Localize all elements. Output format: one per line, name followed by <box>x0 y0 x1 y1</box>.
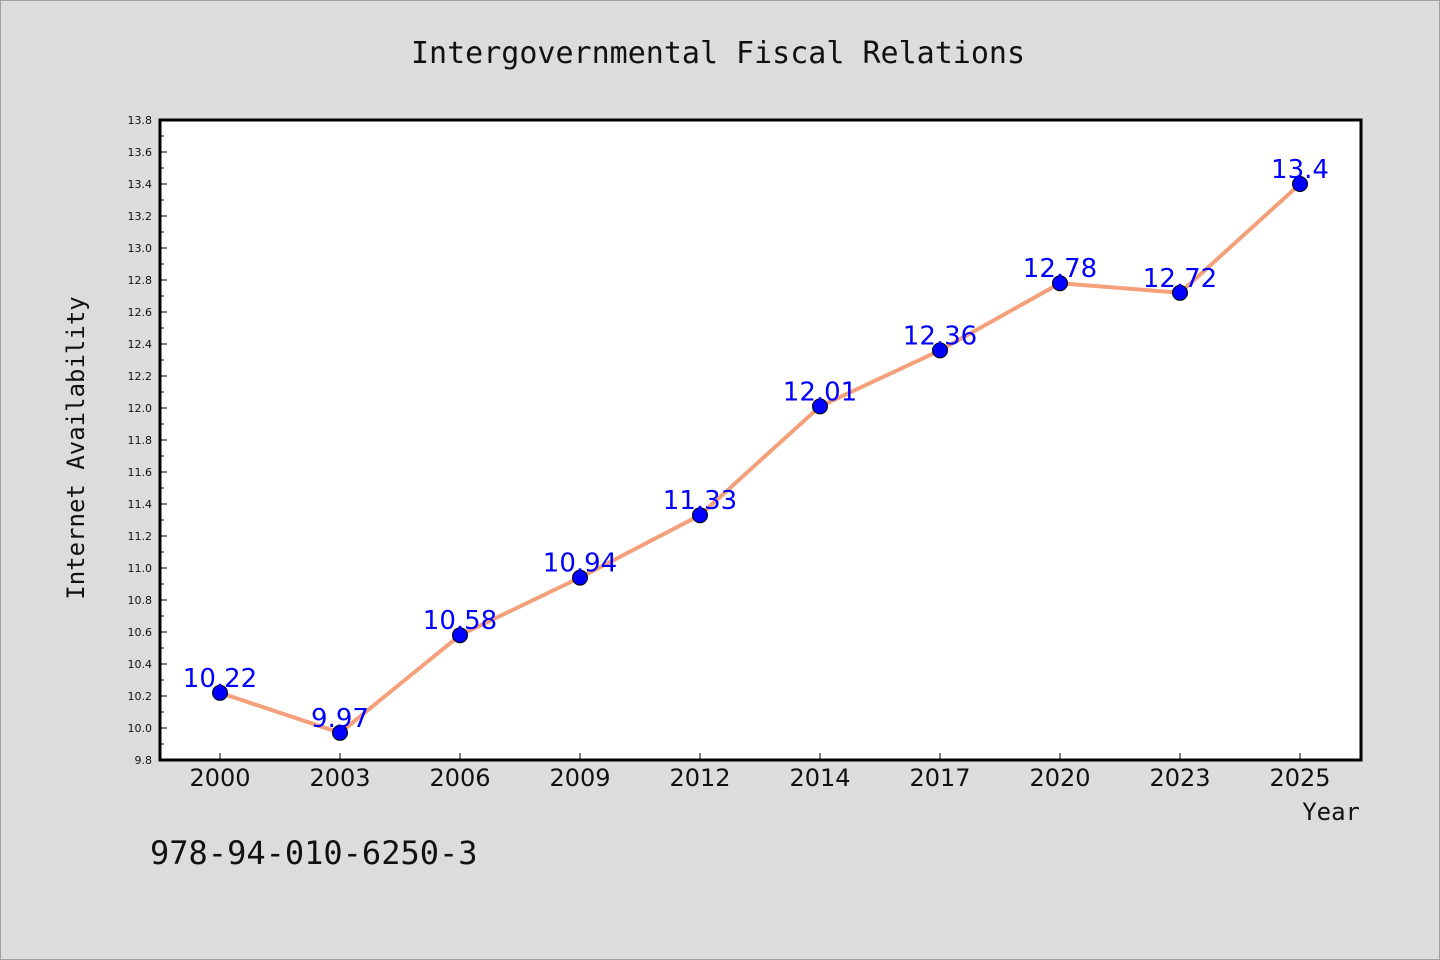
x-tick-label: 2020 <box>1029 764 1090 792</box>
data-label: 10.94 <box>543 549 617 579</box>
y-axis-label: Internet Availability <box>62 296 90 599</box>
y-tick-label: 11.8 <box>128 434 153 447</box>
data-point <box>1292 176 1308 192</box>
y-tick-label: 10.4 <box>128 658 153 671</box>
data-label: 13.4 <box>1271 155 1329 185</box>
y-tick-label: 12.6 <box>128 306 153 319</box>
y-tick-label: 12.4 <box>128 338 153 351</box>
y-tick-label: 10.6 <box>128 626 153 639</box>
y-tick-label: 12.2 <box>128 370 153 383</box>
y-tick-label: 13.2 <box>128 210 153 223</box>
x-tick-label: 2009 <box>549 764 610 792</box>
series-line <box>219 182 1302 735</box>
x-tick-label: 2006 <box>429 764 490 792</box>
y-tick-label: 11.0 <box>128 562 153 575</box>
data-labels: 10.22 9.97 10.58 10.94 11.33 12.01 12.36 12.78 1… <box>183 155 1329 734</box>
x-tick-label: 2003 <box>309 764 370 792</box>
y-tick-label: 10.8 <box>128 594 153 607</box>
y-tick-label: 12.0 <box>128 402 153 415</box>
data-point <box>932 342 948 359</box>
y-tick-label: 11.2 <box>128 530 153 543</box>
data-label: 12.72 <box>1143 264 1217 294</box>
x-axis: 2000 2003 2006 2009 2012 2014 2017 2020 2023 2025 <box>189 753 1331 792</box>
data-point <box>1172 284 1188 301</box>
y-tick-label: 13.0 <box>128 242 153 255</box>
data-point <box>692 507 708 524</box>
y-tick-label: 11.6 <box>128 466 153 479</box>
isbn-text: 978-94-010-6250-3 <box>150 834 478 872</box>
y-tick-label: 9.8 <box>135 754 153 767</box>
data-label: 11.33 <box>663 486 737 516</box>
x-axis-label: Year <box>1302 798 1360 826</box>
data-label: 12.01 <box>783 377 857 407</box>
data-point <box>1052 275 1068 292</box>
data-label: 10.22 <box>183 664 257 694</box>
data-point <box>572 569 588 586</box>
y-axis: 9.8 10.0 10.2 10.4 10.6 10.8 11.0 11.2 11.4 11.6 1… <box>128 114 167 767</box>
y-tick-label: 12.8 <box>128 274 153 287</box>
data-markers <box>212 176 1308 741</box>
data-point <box>332 724 348 741</box>
x-tick-label: 2000 <box>189 764 250 792</box>
data-point <box>452 627 468 644</box>
x-tick-label: 2025 <box>1269 764 1330 792</box>
data-label: 9.97 <box>311 704 369 734</box>
x-tick-label: 2012 <box>669 764 730 792</box>
y-tick-label: 13.4 <box>128 178 153 191</box>
data-label: 12.36 <box>903 321 977 351</box>
x-tick-label: 2014 <box>789 764 850 792</box>
y-tick-label: 10.2 <box>128 690 153 703</box>
y-tick-label: 10.0 <box>128 722 153 735</box>
data-point <box>212 684 228 701</box>
data-point <box>812 398 828 415</box>
chart-title: Intergovernmental Fiscal Relations <box>411 36 1025 71</box>
data-label: 12.78 <box>1023 254 1097 284</box>
plot-area <box>158 118 1363 762</box>
y-tick-label: 13.8 <box>128 114 153 127</box>
y-tick-label: 13.6 <box>128 146 153 159</box>
x-tick-label: 2023 <box>1149 764 1210 792</box>
data-label: 10.58 <box>423 606 497 636</box>
y-tick-label: 11.4 <box>128 498 153 511</box>
x-tick-label: 2017 <box>909 764 970 792</box>
